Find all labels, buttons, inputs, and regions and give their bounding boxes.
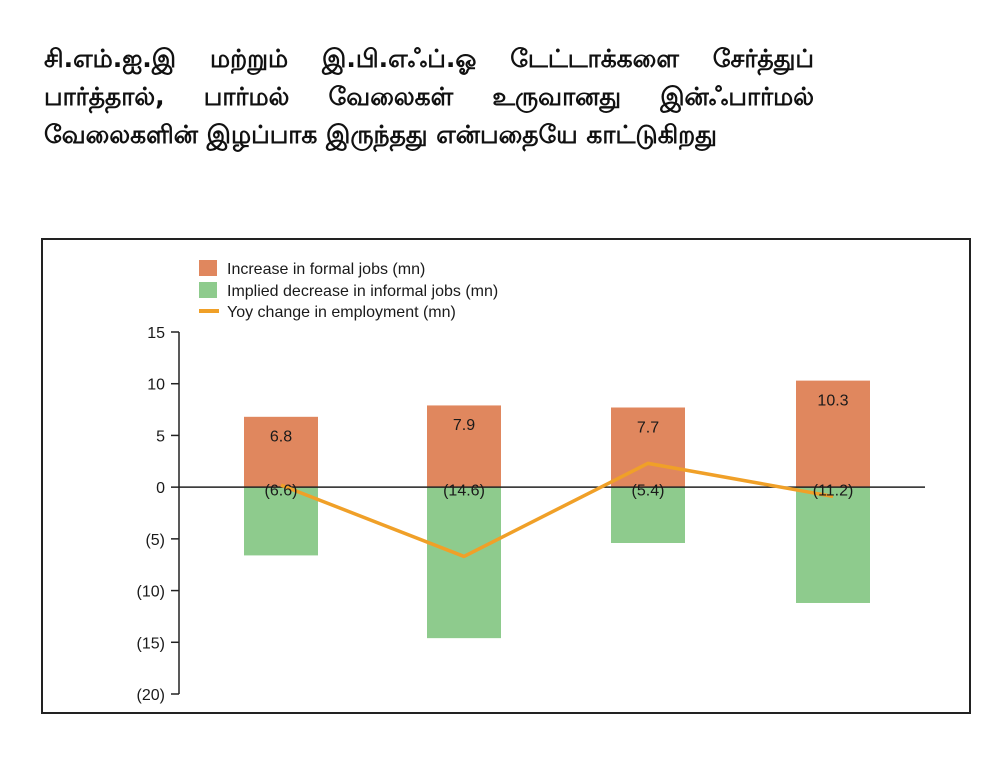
informal-bar-label: (11.2): [813, 482, 854, 499]
formal-bar-label: 10.3: [817, 392, 848, 409]
informal-bar-label: (6.6): [265, 482, 298, 499]
formal-bar-label: 6.8: [270, 429, 292, 446]
y-axis: 15 10 5 0 (5) (10) (15) (20): [137, 325, 180, 704]
legend: Increase in formal jobs (mn) Implied decr…: [199, 260, 498, 321]
formal-bar-label: 7.9: [453, 417, 475, 434]
y-tick-label: (10): [137, 584, 165, 601]
informal-bar-label: (14.6): [443, 482, 485, 499]
legend-label-0: Increase in formal jobs (mn): [227, 261, 425, 278]
y-tick-label: (15): [137, 635, 165, 652]
chart-frame: Increase in formal jobs (mn) Implied decr…: [41, 238, 971, 714]
yoy-line-layer: [280, 461, 834, 559]
legend-swatch-0: [199, 260, 217, 276]
legend-label-2: Yoy change in employment (mn): [227, 304, 456, 321]
informal-bar: [796, 487, 870, 603]
formal-bar: [796, 380, 870, 488]
informal-bar: [611, 487, 685, 543]
y-tick-label: 0: [156, 480, 165, 497]
informal-bar-label: (5.4): [632, 482, 665, 499]
y-tick-label: (5): [145, 532, 165, 549]
formal-bar: [427, 405, 501, 488]
formal-bar: [244, 416, 318, 488]
y-tick-label: 5: [156, 428, 165, 445]
chart-svg: Increase in formal jobs (mn) Implied decr…: [137, 260, 925, 704]
informal-bar: [427, 487, 501, 639]
bars: [244, 380, 870, 639]
y-tick-label: 15: [147, 325, 165, 342]
formal-bar-label: 7.7: [637, 419, 659, 436]
legend-swatch-1: [199, 282, 217, 298]
legend-label-1: Implied decrease in informal jobs (mn): [227, 283, 498, 300]
y-tick-label: 10: [147, 377, 165, 394]
headline: சி.எம்.ஐ.இ மற்றும் இ.பி.எஃப்.ஓ டேட்டாக்க…: [44, 44, 814, 149]
formal-bar: [611, 407, 685, 488]
data-labels: 6.8 7.9 7.7 10.3 (6.6) (14.6) (5.4) (11.2): [265, 392, 854, 499]
yoy-line: [280, 461, 834, 559]
y-tick-label: (20): [137, 687, 165, 704]
informal-bar: [244, 487, 318, 556]
